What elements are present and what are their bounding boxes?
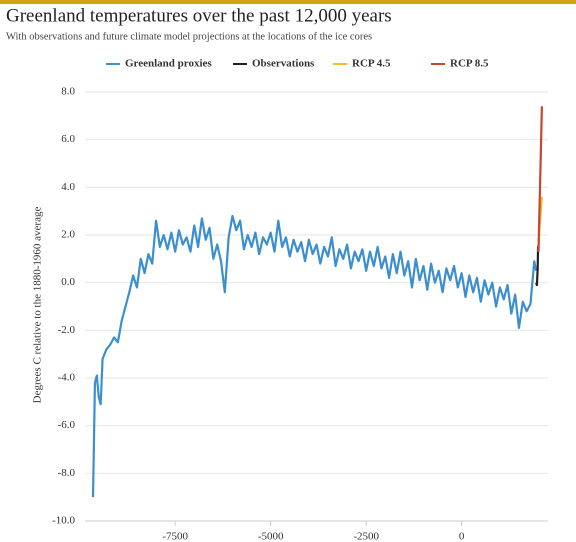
y-tick-label: -4.0 [58,372,76,384]
x-tick-label: -7500 [162,531,188,542]
y-tick-label: 4.0 [61,181,75,193]
legend-label: RCP 8.5 [450,58,489,70]
y-tick-label: -6.0 [58,419,76,431]
x-tick-label: -5000 [258,531,284,542]
y-tick-label: 8.0 [61,86,75,98]
chart-subtitle: With observations and future climate mod… [6,31,372,42]
y-tick-label: 2.0 [61,229,75,241]
x-tick-label: -2500 [353,531,379,542]
y-tick-label: -10.0 [52,515,75,527]
data-line [537,106,543,252]
data-line [91,214,538,498]
y-tick-label: 6.0 [61,133,75,145]
legend-label: Greenland proxies [125,58,212,70]
y-axis-label: Degrees C relative to the 1880-1960 aver… [32,207,44,404]
x-tick-label: 0 [459,531,465,542]
y-tick-label: 0.0 [61,276,75,288]
chart-title: Greenland temperatures over the past 12,… [6,5,392,26]
top-bar [0,0,576,4]
legend-label: Observations [252,58,315,70]
y-tick-label: -2.0 [58,324,76,336]
legend-label: RCP 4.5 [352,58,391,70]
y-tick-label: -8.0 [58,467,76,479]
data-line [535,245,540,287]
